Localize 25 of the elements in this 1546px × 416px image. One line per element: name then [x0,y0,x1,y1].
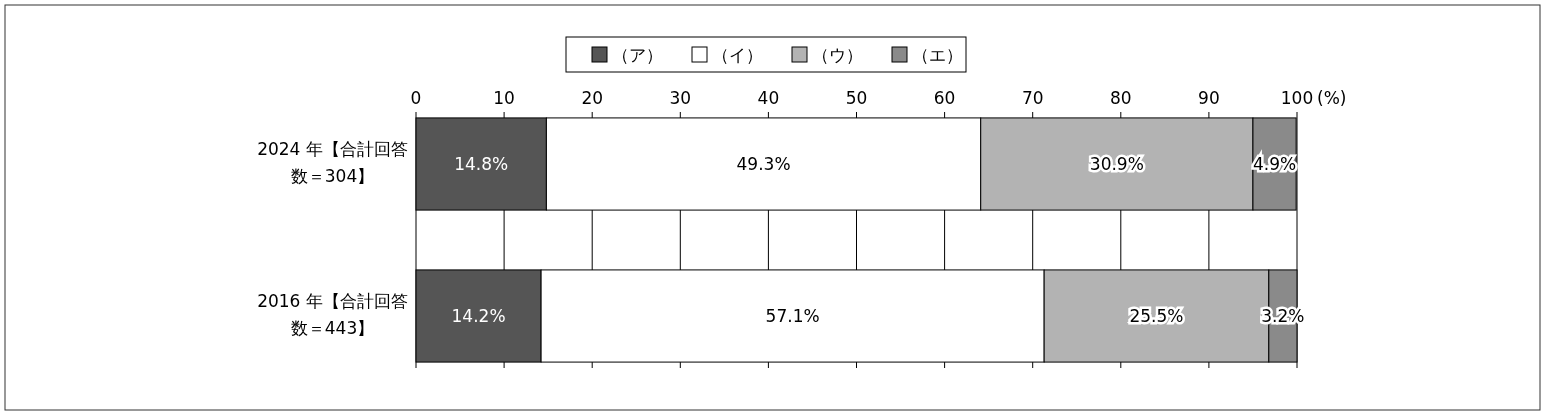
x-tick-label: 80 [1109,88,1132,108]
x-tick-label: 60 [933,88,956,108]
legend-label: （ア） [612,45,663,65]
data-label: 25.5% [1129,306,1184,326]
data-label: 49.3% [736,154,791,174]
data-label: 4.9% [1252,154,1297,174]
x-tick-label: 100 [1280,88,1314,108]
x-tick-label: 10 [493,88,515,108]
x-tick-label: 20 [581,88,604,108]
y-tick-label: 2016 年【合計回答数＝443】 [256,290,409,340]
x-tick-label: 70 [1021,88,1044,108]
data-label: 30.9% [1089,154,1144,174]
x-tick-label: 40 [757,88,780,108]
x-axis-title: (%) [1317,88,1347,108]
legend-label: （ウ） [812,45,863,65]
x-tick-label: 30 [669,88,692,108]
x-tick-label: 50 [845,88,868,108]
data-label: 57.1% [765,306,820,326]
x-tick-label: 90 [1198,88,1220,108]
data-label: 14.8% [454,154,509,174]
y-tick-label: 2024 年【合計回答数＝304】 [256,138,409,188]
legend-label: （イ） [712,45,763,65]
x-tick-label: 0 [410,88,422,108]
legend-label: （エ） [912,45,963,65]
data-label: 14.2% [451,306,506,326]
